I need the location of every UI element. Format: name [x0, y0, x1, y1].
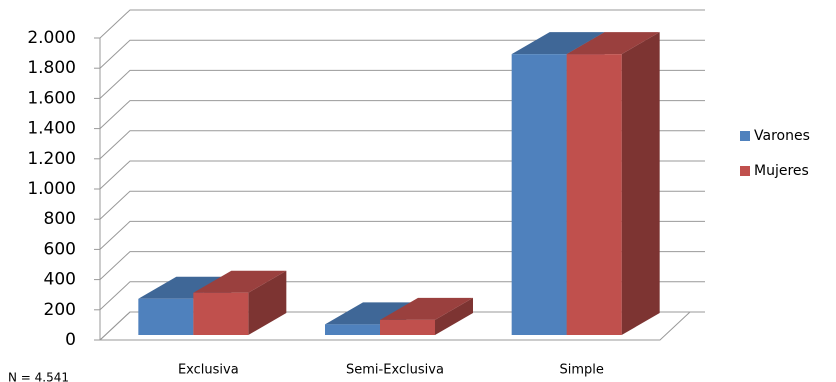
bar-top [138, 276, 232, 299]
bar [380, 319, 435, 335]
bar-side [621, 32, 660, 335]
bar [193, 292, 249, 335]
bar-side [435, 297, 473, 335]
legend-label: Mujeres [754, 163, 809, 179]
y-tick-label: 600 [44, 239, 76, 259]
y-tick-label: 1.800 [27, 58, 76, 78]
y-tick-label: 1.000 [27, 179, 76, 199]
grid-line [99, 39, 705, 69]
y-tick-label: 1.200 [27, 149, 76, 169]
y-tick-label: 400 [44, 270, 76, 290]
bar-top [566, 32, 660, 55]
y-tick-label: 2.000 [27, 28, 76, 48]
bar-top [511, 32, 605, 55]
grid-line [99, 9, 705, 39]
x-tick-label: Exclusiva [178, 363, 239, 378]
bar-top [325, 302, 418, 325]
y-tick-label: 200 [44, 300, 76, 320]
y-tick-label: 0 [65, 330, 76, 350]
bar [325, 324, 380, 335]
bar [138, 298, 194, 335]
note: N = 4.541 [8, 371, 69, 382]
bar-top [193, 270, 287, 293]
legend-label: Varones [754, 128, 810, 144]
y-tick-label: 1.400 [27, 119, 76, 139]
bar [566, 54, 622, 335]
legend-swatch [740, 131, 750, 141]
y-tick-label: 800 [44, 209, 76, 229]
bar [511, 54, 567, 335]
bar-side [248, 270, 287, 335]
legend-swatch [740, 166, 750, 176]
bar-top [380, 297, 473, 320]
x-tick-label: Semi-Exclusiva [346, 363, 444, 378]
x-tick-label: Simple [559, 363, 603, 378]
y-tick-label: 1.600 [27, 88, 76, 108]
